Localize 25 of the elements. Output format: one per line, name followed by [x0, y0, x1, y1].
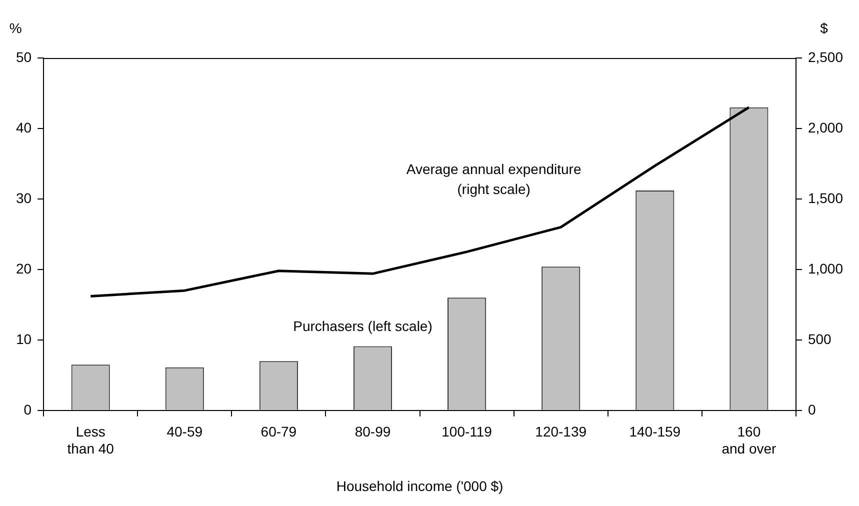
y-tick-label: 0	[24, 401, 32, 418]
y-axis-title: %	[9, 20, 22, 36]
y2-tick-label: 0	[808, 401, 816, 418]
y-tick-label: 50	[16, 48, 32, 65]
y-tick-label: 20	[16, 260, 32, 276]
y2-tick-label: 1,500	[808, 190, 844, 206]
x-tick-label: 60-79	[260, 424, 297, 440]
y-tick-label: 40	[16, 119, 32, 136]
y-tick-label: 30	[16, 190, 32, 206]
x-tick-label: 160 and over	[722, 424, 777, 456]
y2-tick-label: 1,000	[808, 260, 844, 276]
x-axis-title: Household income ('000 $)	[336, 478, 504, 494]
y2-tick-label: 2,500	[808, 48, 844, 65]
y-tick-label: 10	[16, 330, 32, 347]
x-tick-label: 80-99	[354, 424, 391, 440]
x-tick-label: Less than 40	[67, 424, 114, 456]
series-label: Average annual expenditure (right scale)	[406, 161, 582, 198]
x-tick-label: 40-59	[166, 424, 203, 440]
x-tick-label: 120-139	[535, 424, 587, 440]
x-tick-label: 140-159	[629, 424, 681, 440]
x-tick-label: 100-119	[442, 424, 492, 440]
y2-tick-label: 2,000	[808, 119, 844, 136]
y2-tick-label: 500	[808, 330, 832, 347]
series-label: Purchasers (left scale)	[293, 318, 432, 334]
y2-axis-title: $	[820, 20, 828, 36]
